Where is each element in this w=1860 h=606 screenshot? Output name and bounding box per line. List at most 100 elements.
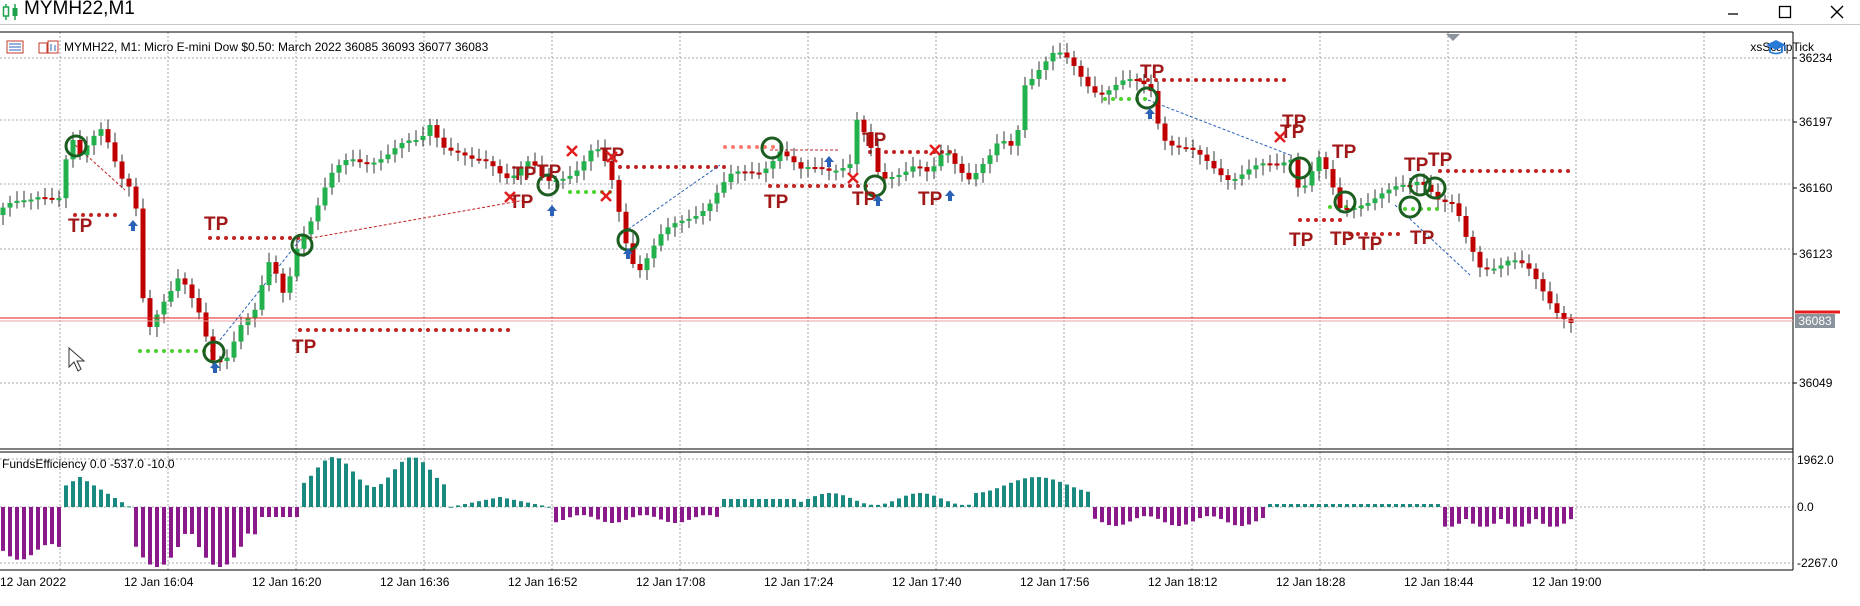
bullish-candle [707, 203, 713, 212]
sell-level-dots [1518, 169, 1522, 173]
histogram-bar [1016, 480, 1020, 507]
position-circle-marker[interactable] [760, 136, 784, 160]
bullish-candle [245, 318, 251, 326]
price-tick-label: 36160 [1799, 181, 1833, 195]
bullish-candle [238, 325, 244, 342]
bullish-candle [1505, 260, 1511, 266]
buy-level-dots [138, 349, 142, 353]
bullish-candle [854, 119, 860, 165]
bearish-candle [791, 156, 797, 163]
histogram-bar [1450, 507, 1454, 527]
buy-level-dots [1127, 97, 1131, 101]
sell-level-dots [1322, 218, 1326, 222]
bullish-candle [651, 245, 657, 259]
position-circle-marker[interactable] [1135, 86, 1159, 110]
bullish-candle [0, 207, 6, 215]
bullish-candle [518, 168, 524, 176]
histogram-bar [1506, 507, 1510, 524]
position-circle-marker[interactable] [1408, 173, 1432, 197]
bearish-candle [105, 129, 111, 143]
sell-level-dots [784, 184, 788, 188]
buy-level-dots [170, 349, 174, 353]
bullish-candle [1106, 90, 1112, 95]
bearish-candle [1169, 140, 1175, 146]
bearish-candle [1267, 163, 1273, 166]
take-profit-label: TP [1428, 150, 1453, 171]
sell-level-dots [105, 213, 109, 217]
histogram-bar [8, 507, 12, 557]
bearish-candle [140, 208, 146, 299]
sell-level-dots [224, 236, 228, 240]
histogram-bar [211, 507, 215, 565]
histogram-bar [1044, 477, 1048, 507]
maximize-button[interactable] [1762, 0, 1808, 24]
take-profit-label: TP [764, 192, 789, 213]
histogram-bar [1352, 504, 1356, 507]
histogram-bar [295, 507, 299, 517]
graduation-cap-icon[interactable] [1765, 38, 1787, 56]
histogram-bar [1198, 507, 1202, 519]
minimize-icon [1728, 13, 1738, 15]
sell-level-dots [723, 145, 727, 149]
histogram-bar [1485, 507, 1489, 527]
histogram-bar [309, 475, 313, 507]
bullish-candle [63, 159, 69, 199]
chart-properties-icon[interactable] [38, 40, 60, 54]
buy-level-dots [584, 190, 588, 194]
sell-level-dots [916, 150, 920, 154]
sell-level-dots [1146, 78, 1150, 82]
histogram-bar [1121, 507, 1125, 525]
histogram-bar [582, 507, 586, 516]
position-circle-marker[interactable] [1423, 176, 1447, 200]
histogram-bar [939, 498, 943, 507]
bullish-candle [1365, 203, 1371, 206]
minimize-button[interactable] [1710, 0, 1756, 24]
position-circle-marker[interactable] [290, 233, 314, 257]
histogram-bar [519, 501, 523, 507]
histogram-bar [330, 457, 334, 507]
histogram-bar [512, 499, 516, 507]
histogram-bar [603, 507, 607, 522]
position-circle-marker[interactable] [1333, 190, 1357, 214]
sell-level-dots [1454, 169, 1458, 173]
close-button[interactable] [1814, 0, 1860, 24]
time-tick-label: 12 Jan 16:04 [124, 575, 194, 589]
bearish-candle [126, 178, 132, 187]
chart-shift-marker[interactable] [1446, 34, 1460, 41]
sell-level-dots [1330, 218, 1334, 222]
position-circle-marker[interactable] [536, 173, 560, 197]
histogram-bar [1401, 504, 1405, 507]
bearish-candle [77, 140, 83, 156]
histogram-bar [1282, 504, 1286, 507]
price-tick-label: 36123 [1799, 247, 1833, 261]
histogram-bar [134, 507, 138, 547]
position-circle-marker[interactable] [64, 134, 88, 158]
histogram-bar [456, 505, 460, 507]
sell-level-dots [1388, 232, 1392, 236]
bearish-candle [497, 166, 503, 174]
sell-level-dots [848, 184, 852, 188]
trade-panel-icon[interactable] [6, 40, 24, 54]
histogram-bar [540, 505, 544, 507]
histogram-bar [239, 507, 243, 547]
bearish-candle [1435, 191, 1441, 200]
bullish-candle [1246, 169, 1252, 175]
bearish-candle [1211, 160, 1217, 169]
bullish-candle [21, 200, 27, 203]
position-circle-marker[interactable] [1398, 195, 1422, 219]
bearish-candle [1225, 175, 1231, 180]
position-circle-marker[interactable] [863, 174, 887, 198]
time-tick-label: 12 Jan 18:28 [1276, 575, 1346, 589]
histogram-bar [183, 507, 187, 534]
bullish-candle [7, 202, 13, 208]
histogram-bar [1499, 507, 1503, 520]
position-circle-marker[interactable] [202, 340, 226, 364]
sell-level-dots [1494, 169, 1498, 173]
histogram-bar [155, 507, 159, 567]
position-circle-marker[interactable] [1288, 156, 1312, 180]
bullish-candle [1253, 165, 1259, 170]
take-profit-label: TP [509, 192, 534, 213]
histogram-bar [589, 507, 593, 517]
histogram-bar [953, 503, 957, 507]
